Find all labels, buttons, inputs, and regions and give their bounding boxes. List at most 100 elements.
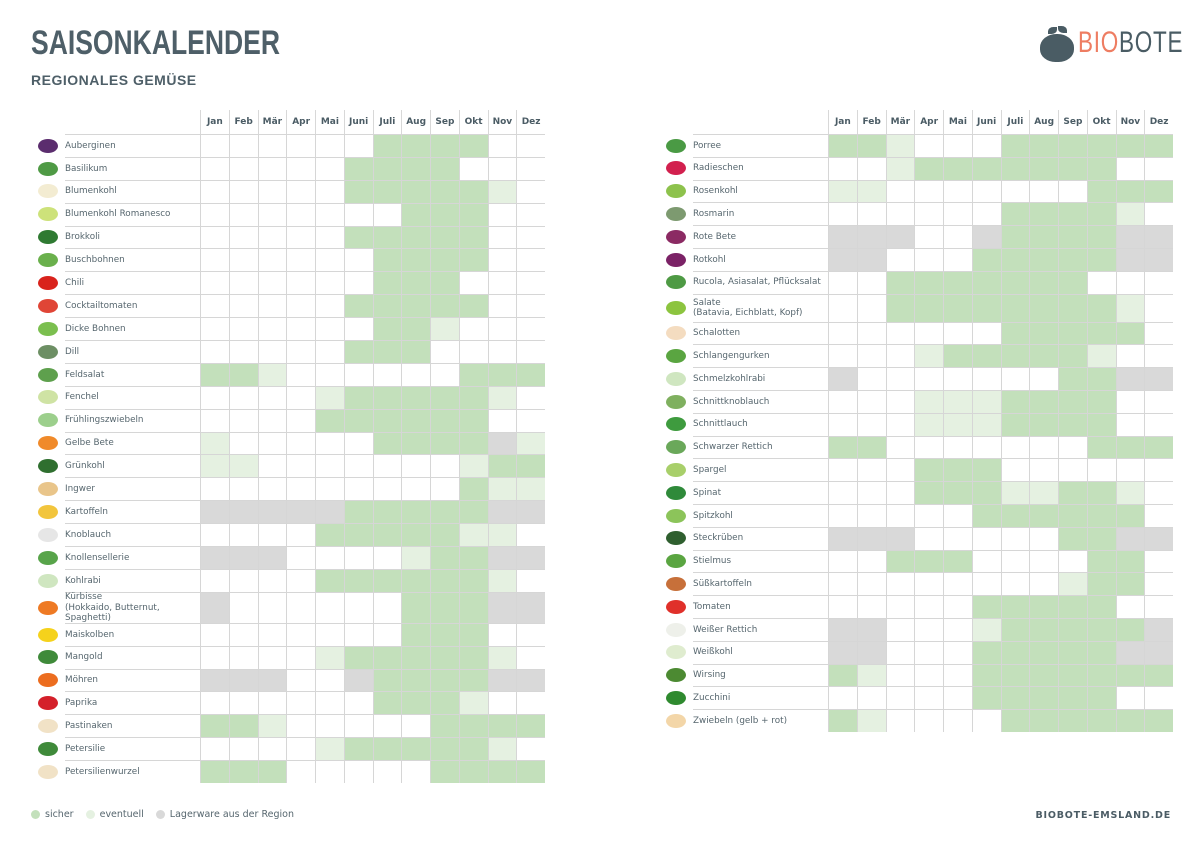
season-cell-Jan xyxy=(828,226,857,248)
season-cell-Jan xyxy=(200,623,229,646)
season-cell-Nov xyxy=(487,455,517,478)
season-cell-Feb xyxy=(228,592,258,623)
season-cell-Mär xyxy=(885,180,915,203)
season-cell-Feb xyxy=(228,738,258,761)
vegetable-name: Stielmus xyxy=(693,556,732,567)
season-cell-Nov xyxy=(1115,641,1145,664)
season-cell-Okt xyxy=(458,386,488,409)
yellow-beet-icon xyxy=(30,431,65,455)
season-cell-Okt xyxy=(458,623,488,646)
legend-label: Lagerware aus der Region xyxy=(169,809,294,820)
vegetable-row: Möhren xyxy=(30,668,545,692)
season-cell-Feb xyxy=(856,641,886,664)
season-cell-Sep xyxy=(430,669,459,692)
season-cell-Dez xyxy=(516,295,545,318)
season-cell-Apr xyxy=(286,501,315,524)
season-cell-Sep xyxy=(1058,664,1087,687)
vegetable-label: Petersilie xyxy=(65,738,200,760)
season-cell-Sep xyxy=(430,386,459,409)
season-cell-Apr xyxy=(914,641,943,664)
season-cell-Juli xyxy=(1000,322,1030,345)
season-cell-Dez xyxy=(1144,248,1173,271)
season-cell-Feb xyxy=(228,501,258,524)
vegetable-name: Schwarzer Rettich xyxy=(693,442,773,453)
pumpkin-icon xyxy=(30,591,65,623)
season-cell-Jan xyxy=(828,482,857,504)
season-cell-Okt xyxy=(1086,345,1116,368)
season-cell-Aug xyxy=(401,203,430,226)
season-cell-Dez xyxy=(1144,436,1173,459)
season-cell-Juni xyxy=(971,436,1001,459)
season-cell-Aug xyxy=(1029,413,1058,436)
vegetable-name: Spargel xyxy=(693,465,727,475)
vegetable-row: Zucchini xyxy=(658,685,1173,710)
season-cell-Sep xyxy=(430,547,459,569)
season-cell-Okt xyxy=(1086,596,1116,618)
season-cell-Feb xyxy=(228,249,258,272)
season-cell-Apr xyxy=(914,482,943,504)
season-cell-Sep xyxy=(1058,390,1087,413)
vegetable-varieties: (Batavia, Eichblatt, Kopf) xyxy=(693,308,803,319)
season-cell-Juni xyxy=(343,272,373,295)
season-cell-Okt xyxy=(458,203,488,226)
season-cell-Apr xyxy=(914,180,943,203)
season-cell-Jan xyxy=(828,436,857,459)
season-cell-Mai xyxy=(315,318,344,341)
spinach-icon xyxy=(658,480,693,504)
vegetable-row: Spargel xyxy=(658,457,1173,482)
season-cell-Feb xyxy=(856,664,886,687)
vegetable-name: Möhren xyxy=(65,675,98,686)
season-cell-Sep xyxy=(430,569,459,592)
season-cell-Jan xyxy=(828,345,857,368)
season-cell-Nov xyxy=(1115,322,1145,345)
season-cell-Mai xyxy=(315,386,344,409)
season-cell-Juni xyxy=(343,341,373,363)
vegetable-varieties: (Hokkaido, Butternut, Spaghetti) xyxy=(65,602,160,624)
season-cell-Aug xyxy=(1029,596,1058,618)
season-cell-Juli xyxy=(372,180,402,203)
season-cell-Feb xyxy=(228,669,258,692)
basil-icon xyxy=(30,156,65,180)
season-cell-Mär xyxy=(885,413,915,436)
season-cell-Mai xyxy=(943,482,972,504)
season-cell-Nov xyxy=(487,180,517,203)
season-cell-Mär xyxy=(885,482,915,504)
apple-logo-icon xyxy=(1040,26,1074,62)
legend-dot-icon xyxy=(155,810,165,819)
season-cell-Apr xyxy=(286,592,315,623)
season-cell-Mai xyxy=(943,368,972,390)
legend-label: sicher xyxy=(45,809,74,820)
season-cell-Dez xyxy=(1144,687,1173,710)
season-cell-Aug xyxy=(1029,504,1058,527)
season-cell-Sep xyxy=(430,738,459,761)
season-cell-Feb xyxy=(856,157,886,180)
season-cell-Juli xyxy=(372,363,402,386)
season-cell-Nov xyxy=(487,478,517,501)
season-cell-Aug xyxy=(1029,390,1058,413)
season-cell-Nov xyxy=(487,569,517,592)
season-cell-Sep xyxy=(430,157,459,180)
season-cell-Mär xyxy=(257,669,287,692)
season-cell-Apr xyxy=(914,687,943,710)
season-cell-Mai xyxy=(943,710,972,732)
season-cell-Juni xyxy=(971,322,1001,345)
season-cell-Apr xyxy=(914,596,943,618)
website-link[interactable]: BIOBOTE-EMSLAND.DE xyxy=(1035,810,1171,821)
season-cell-Juni xyxy=(971,135,1001,157)
season-cell-Feb xyxy=(228,363,258,386)
vegetable-name: Spitzkohl xyxy=(693,510,733,521)
season-cell-Nov xyxy=(1115,573,1145,596)
season-cell-Sep xyxy=(430,623,459,646)
season-cell-Juli xyxy=(372,455,402,478)
season-cell-Mär xyxy=(885,226,915,248)
season-cell-Okt xyxy=(1086,482,1116,504)
season-cell-Feb xyxy=(228,646,258,669)
season-cell-Juni xyxy=(971,664,1001,687)
season-cell-Okt xyxy=(458,157,488,180)
white-cabbage-icon xyxy=(658,640,693,664)
season-cell-Juni xyxy=(343,592,373,623)
season-cell-Dez xyxy=(516,363,545,386)
season-cell-Mär xyxy=(257,478,287,501)
vegetable-row: Spinat xyxy=(658,480,1173,504)
vegetable-name: Auberginen xyxy=(65,140,116,151)
